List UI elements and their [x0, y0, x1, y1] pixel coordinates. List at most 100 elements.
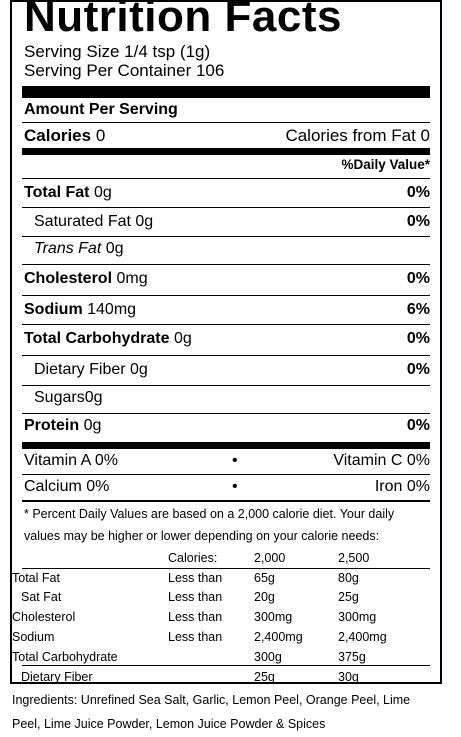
- divider: [22, 474, 430, 475]
- nutrient-amount: 0mg: [116, 270, 148, 287]
- ingredients: Ingredients: Unrefined Sea Salt, Garlic,…: [12, 688, 457, 736]
- nutrient-row-cholesterol: Cholesterol 0mg 0%: [24, 270, 430, 288]
- table-cell: 2,400mg: [254, 630, 303, 645]
- table-cell: 80g: [338, 570, 359, 585]
- label-title: Nutrition Facts: [24, 0, 342, 41]
- table-cell: Less than: [168, 590, 223, 605]
- nutrient-row-total-carbohydrate: Total Carbohydrate 0g 0%: [24, 330, 430, 348]
- vitamin-c: Vitamin C 0%: [333, 452, 430, 469]
- nutrition-label: Nutrition Facts Serving Size 1/4 tsp (1g…: [10, 0, 442, 684]
- table-cell: 30g: [338, 669, 359, 684]
- divider: [22, 355, 430, 356]
- nutrient-label: Total Fat: [24, 184, 90, 201]
- table-row: Total Fat Less than 65g 80g: [10, 568, 420, 588]
- nutrient-label: Total Carbohydrate: [24, 330, 170, 347]
- table-cell: Cholesterol: [12, 610, 76, 625]
- bullet: •: [232, 452, 238, 469]
- nutrient-label: Sugars: [34, 389, 85, 406]
- daily-values-table: Calories: 2,000 2,500 Total Fat Less tha…: [10, 548, 420, 687]
- nutrient-row-sugars: Sugars0g: [34, 389, 430, 407]
- ingredients-line-2: Peel, Lime Juice Powder, Lemon Juice Pow…: [12, 717, 326, 731]
- nutrient-dv: 0%: [406, 213, 430, 230]
- table-cell: 2,500: [338, 550, 370, 565]
- ingredients-line-1: Ingredients: Unrefined Sea Salt, Garlic,…: [12, 693, 411, 707]
- table-cell: 65g: [254, 570, 275, 585]
- nutrient-amount: 0g: [93, 184, 112, 201]
- thick-divider: [22, 86, 430, 98]
- nutrient-row-protein: Protein 0g 0%: [24, 417, 430, 435]
- table-cell: [10, 548, 168, 568]
- table-cell: 2,400mg: [338, 630, 387, 645]
- daily-value-header-row: %Daily Value*: [24, 157, 430, 172]
- table-cell: 375g: [338, 649, 366, 664]
- nutrient-row-trans-fat: Trans Fat 0g: [34, 240, 430, 258]
- nutrient-label: Protein: [24, 417, 80, 434]
- nutrient-dv: 6%: [406, 301, 430, 318]
- nutrient-amount: 140mg: [87, 301, 137, 318]
- daily-value-header: %Daily Value*: [341, 157, 430, 172]
- calcium: Calcium 0%: [24, 478, 110, 495]
- nutrient-dv: 0%: [406, 270, 430, 287]
- table-cell: Less than: [168, 630, 223, 645]
- nutrient-amount: 0g: [105, 240, 124, 257]
- calories-value: 0: [95, 126, 106, 145]
- divider: [22, 122, 430, 123]
- divider: [22, 324, 430, 325]
- bullet: •: [232, 478, 238, 495]
- divider: [22, 665, 430, 666]
- medium-divider: [22, 442, 430, 449]
- table-row: Total Carbohydrate 300g 375g: [10, 647, 420, 667]
- table-cell: Dietary Fiber: [21, 669, 93, 684]
- divider: [22, 413, 430, 414]
- nutrient-label: Dietary Fiber: [34, 361, 126, 378]
- table-row: Cholesterol Less than 300mg 300mg: [10, 607, 420, 627]
- nutrient-amount: 0g: [135, 213, 154, 230]
- amount-per-serving: Amount Per Serving: [24, 101, 178, 118]
- calories-label: Calories: [24, 126, 92, 145]
- table-cell: 300mg: [254, 610, 293, 625]
- table-cell: Total Fat: [12, 570, 60, 585]
- nutrient-dv: 0%: [406, 361, 430, 378]
- table-row: Sat Fat Less than 20g 25g: [10, 588, 420, 608]
- nutrient-amount: 0g: [173, 330, 192, 347]
- amount-per-serving-row: Amount Per Serving: [24, 101, 430, 119]
- divider: [22, 568, 430, 569]
- vitamin-a: Vitamin A 0%: [24, 452, 118, 469]
- nutrient-label: Cholesterol: [24, 270, 113, 287]
- nutrient-amount: 0g: [84, 389, 103, 406]
- divider: [22, 385, 430, 386]
- nutrient-row-saturated-fat: Saturated Fat 0g 0%: [34, 213, 430, 231]
- table-cell: 2,000: [254, 550, 286, 565]
- footnote-line-1: * Percent Daily Values are based on a 2,…: [24, 507, 395, 521]
- table-cell: 20g: [254, 590, 275, 605]
- table-cell: Less than: [168, 570, 223, 585]
- table-cell: 300g: [254, 649, 282, 664]
- nutrient-amount: 0g: [130, 361, 148, 378]
- nutrient-amount: 0g: [83, 417, 102, 434]
- table-cell: Less than: [168, 610, 223, 625]
- table-cell: Sat Fat: [21, 590, 62, 605]
- table-cell: Total Carbohydrate: [12, 649, 118, 664]
- table-cell: 300mg: [338, 610, 377, 625]
- table-cell: Calories:: [168, 550, 218, 565]
- iron: Iron 0%: [374, 478, 430, 495]
- calories-from-fat: Calories from Fat 0: [285, 126, 430, 145]
- nutrient-dv: 0%: [406, 184, 430, 201]
- serving-size: Serving Size 1/4 tsp (1g): [24, 42, 211, 61]
- calories-row: Calories 0 Calories from Fat 0: [24, 126, 430, 146]
- nutrient-row-sodium: Sodium 140mg 6%: [24, 301, 430, 319]
- table-cell: Sodium: [12, 630, 55, 645]
- nutrient-label: Saturated Fat: [34, 213, 131, 230]
- table-cell: 25g: [254, 669, 275, 684]
- nutrient-dv: 0%: [406, 417, 430, 434]
- table-cell: [168, 667, 254, 687]
- nutrient-label: Sodium: [24, 301, 83, 318]
- servings-per-container: Serving Per Container 106: [24, 61, 225, 80]
- table-cell: 25g: [338, 590, 359, 605]
- divider: [22, 264, 430, 265]
- nutrient-row-dietary-fiber: Dietary Fiber 0g 0%: [34, 361, 430, 379]
- divider: [22, 500, 430, 502]
- nutrient-dv: 0%: [406, 330, 430, 347]
- divider: [22, 178, 430, 179]
- divider: [22, 295, 430, 296]
